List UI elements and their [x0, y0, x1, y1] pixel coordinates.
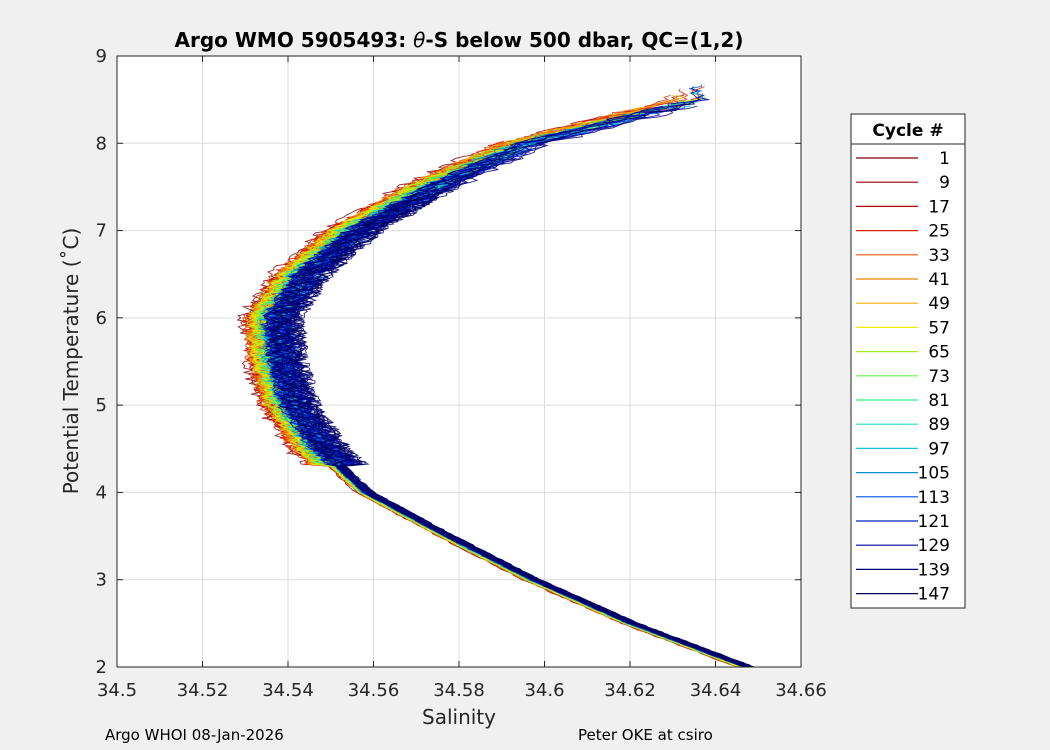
- x-tick-label: 34.52: [177, 680, 229, 701]
- legend-label-65: 65: [928, 343, 950, 363]
- legend-label-1: 1: [939, 149, 950, 169]
- y-tick-label: 7: [96, 221, 107, 242]
- legend-label-73: 73: [928, 367, 950, 387]
- x-tick-label: 34.56: [348, 680, 400, 701]
- profile-line-cycle-147: [268, 188, 746, 668]
- legend-label-9: 9: [939, 173, 950, 193]
- legend-label-25: 25: [928, 222, 950, 242]
- y-axis-label: Potential Temperature (˚C): [59, 228, 83, 495]
- legend-label-139: 139: [918, 560, 950, 580]
- legend: Cycle # 1 9 17 25 33 41 49 57 65 73 81 89 97 105 113 12…: [850, 113, 966, 609]
- x-tick-label: 34.5: [97, 680, 137, 701]
- legend-label-81: 81: [928, 391, 950, 411]
- y-tick-label: 3: [96, 570, 107, 591]
- y-tick-label: 2: [96, 657, 107, 678]
- profile-lines: [236, 84, 756, 668]
- legend-label-105: 105: [918, 464, 950, 484]
- x-tick-label: 34.66: [775, 680, 827, 701]
- footer-left-credit: Argo WHOI 08-Jan-2026: [105, 726, 284, 744]
- profile-line-cycle-139: [263, 86, 747, 668]
- x-tick-label: 34.6: [524, 680, 564, 701]
- y-tick-label: 4: [96, 482, 107, 503]
- y-tick-label: 6: [96, 308, 107, 329]
- y-tick-label: 9: [96, 46, 107, 67]
- y-tick-label: 5: [96, 395, 107, 416]
- legend-label-41: 41: [928, 270, 950, 290]
- legend-title: Cycle #: [872, 121, 943, 141]
- x-tick-label: 34.54: [262, 680, 314, 701]
- legend-label-97: 97: [928, 439, 950, 459]
- legend-label-17: 17: [928, 197, 950, 217]
- legend-label-129: 129: [918, 536, 950, 556]
- legend-label-57: 57: [928, 318, 950, 338]
- legend-label-121: 121: [918, 512, 950, 532]
- legend-box: [850, 113, 966, 609]
- legend-label-113: 113: [918, 488, 950, 508]
- legend-label-147: 147: [918, 585, 950, 605]
- x-tick-label: 34.64: [690, 680, 742, 701]
- legend-label-89: 89: [928, 415, 950, 435]
- legend-label-33: 33: [928, 246, 950, 266]
- footer-right-credit: Peter OKE at csiro: [578, 726, 713, 744]
- y-tick-label: 8: [96, 133, 107, 154]
- x-axis-label: Salinity: [422, 705, 496, 729]
- x-tick-label: 34.62: [604, 680, 656, 701]
- axis-ticks: 34.5 34.52 34.54 34.56 34.58 34.6 34.62 34.64 34…: [96, 46, 827, 701]
- legend-label-49: 49: [928, 294, 950, 314]
- x-tick-label: 34.58: [433, 680, 485, 701]
- chart-title: Argo WMO 5905493: θ-S below 500 dbar, QC…: [175, 28, 744, 52]
- profile-line-cycle-147: [289, 177, 755, 668]
